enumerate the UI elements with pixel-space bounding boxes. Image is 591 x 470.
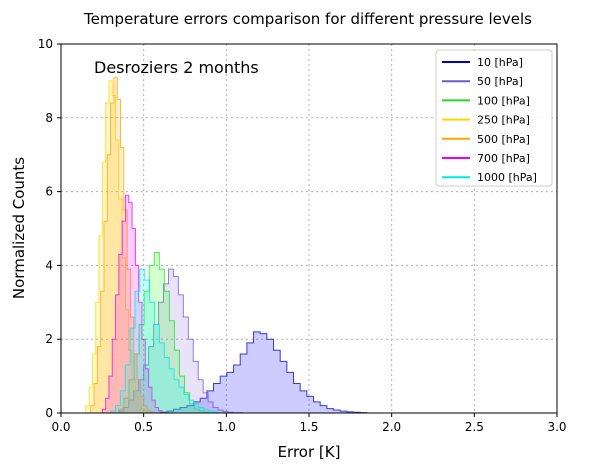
- y-tick-label: 4: [45, 258, 53, 272]
- histogram-series-2: [118, 251, 211, 413]
- histogram-series-1: [118, 268, 244, 413]
- y-axis-label: Normalized Counts: [10, 157, 28, 299]
- x-tick-label: 0.5: [134, 420, 153, 434]
- y-tick-label: 2: [45, 332, 53, 346]
- y-tick-label: 0: [45, 406, 53, 420]
- series-layer: [85, 76, 368, 413]
- histogram-series-3: [85, 80, 153, 413]
- x-tick-label: 3.0: [547, 420, 566, 434]
- x-tick-label: 2.0: [382, 420, 401, 434]
- x-tick-label: 2.5: [465, 420, 484, 434]
- x-axis-ticks: 0.0 0.5 1.0 1.5 2.0 2.5 3.0: [51, 413, 567, 434]
- histogram-series-6: [110, 268, 219, 413]
- legend-label: 500 [hPa]: [477, 133, 530, 146]
- chart-title: Temperature errors comparison for differ…: [83, 10, 532, 28]
- legend-label: 50 [hPa]: [477, 75, 523, 88]
- legend-label: 100 [hPa]: [477, 94, 530, 107]
- y-axis-ticks: 0 2 4 6 8 10: [38, 37, 61, 420]
- legend-label: 1000 [hPa]: [477, 171, 537, 184]
- y-tick-label: 8: [45, 111, 53, 125]
- legend-label: 700 [hPa]: [477, 152, 530, 165]
- annotation-text: Desroziers 2 months: [94, 58, 259, 77]
- legend-box: [435, 49, 553, 187]
- plot-area: [85, 76, 368, 413]
- legend: 10 [hPa] 50 [hPa] 100 [hPa] 250 [hPa] 500 [h…: [435, 49, 553, 187]
- histogram-series-4: [90, 76, 158, 413]
- legend-label: 10 [hPa]: [477, 56, 523, 69]
- x-tick-label: 1.5: [299, 420, 318, 434]
- y-tick-label: 6: [45, 185, 53, 199]
- y-tick-label: 10: [38, 37, 53, 51]
- x-axis-label: Error [K]: [278, 443, 341, 461]
- x-tick-label: 1.0: [217, 420, 236, 434]
- legend-label: 250 [hPa]: [477, 114, 530, 127]
- x-tick-label: 0.0: [51, 420, 70, 434]
